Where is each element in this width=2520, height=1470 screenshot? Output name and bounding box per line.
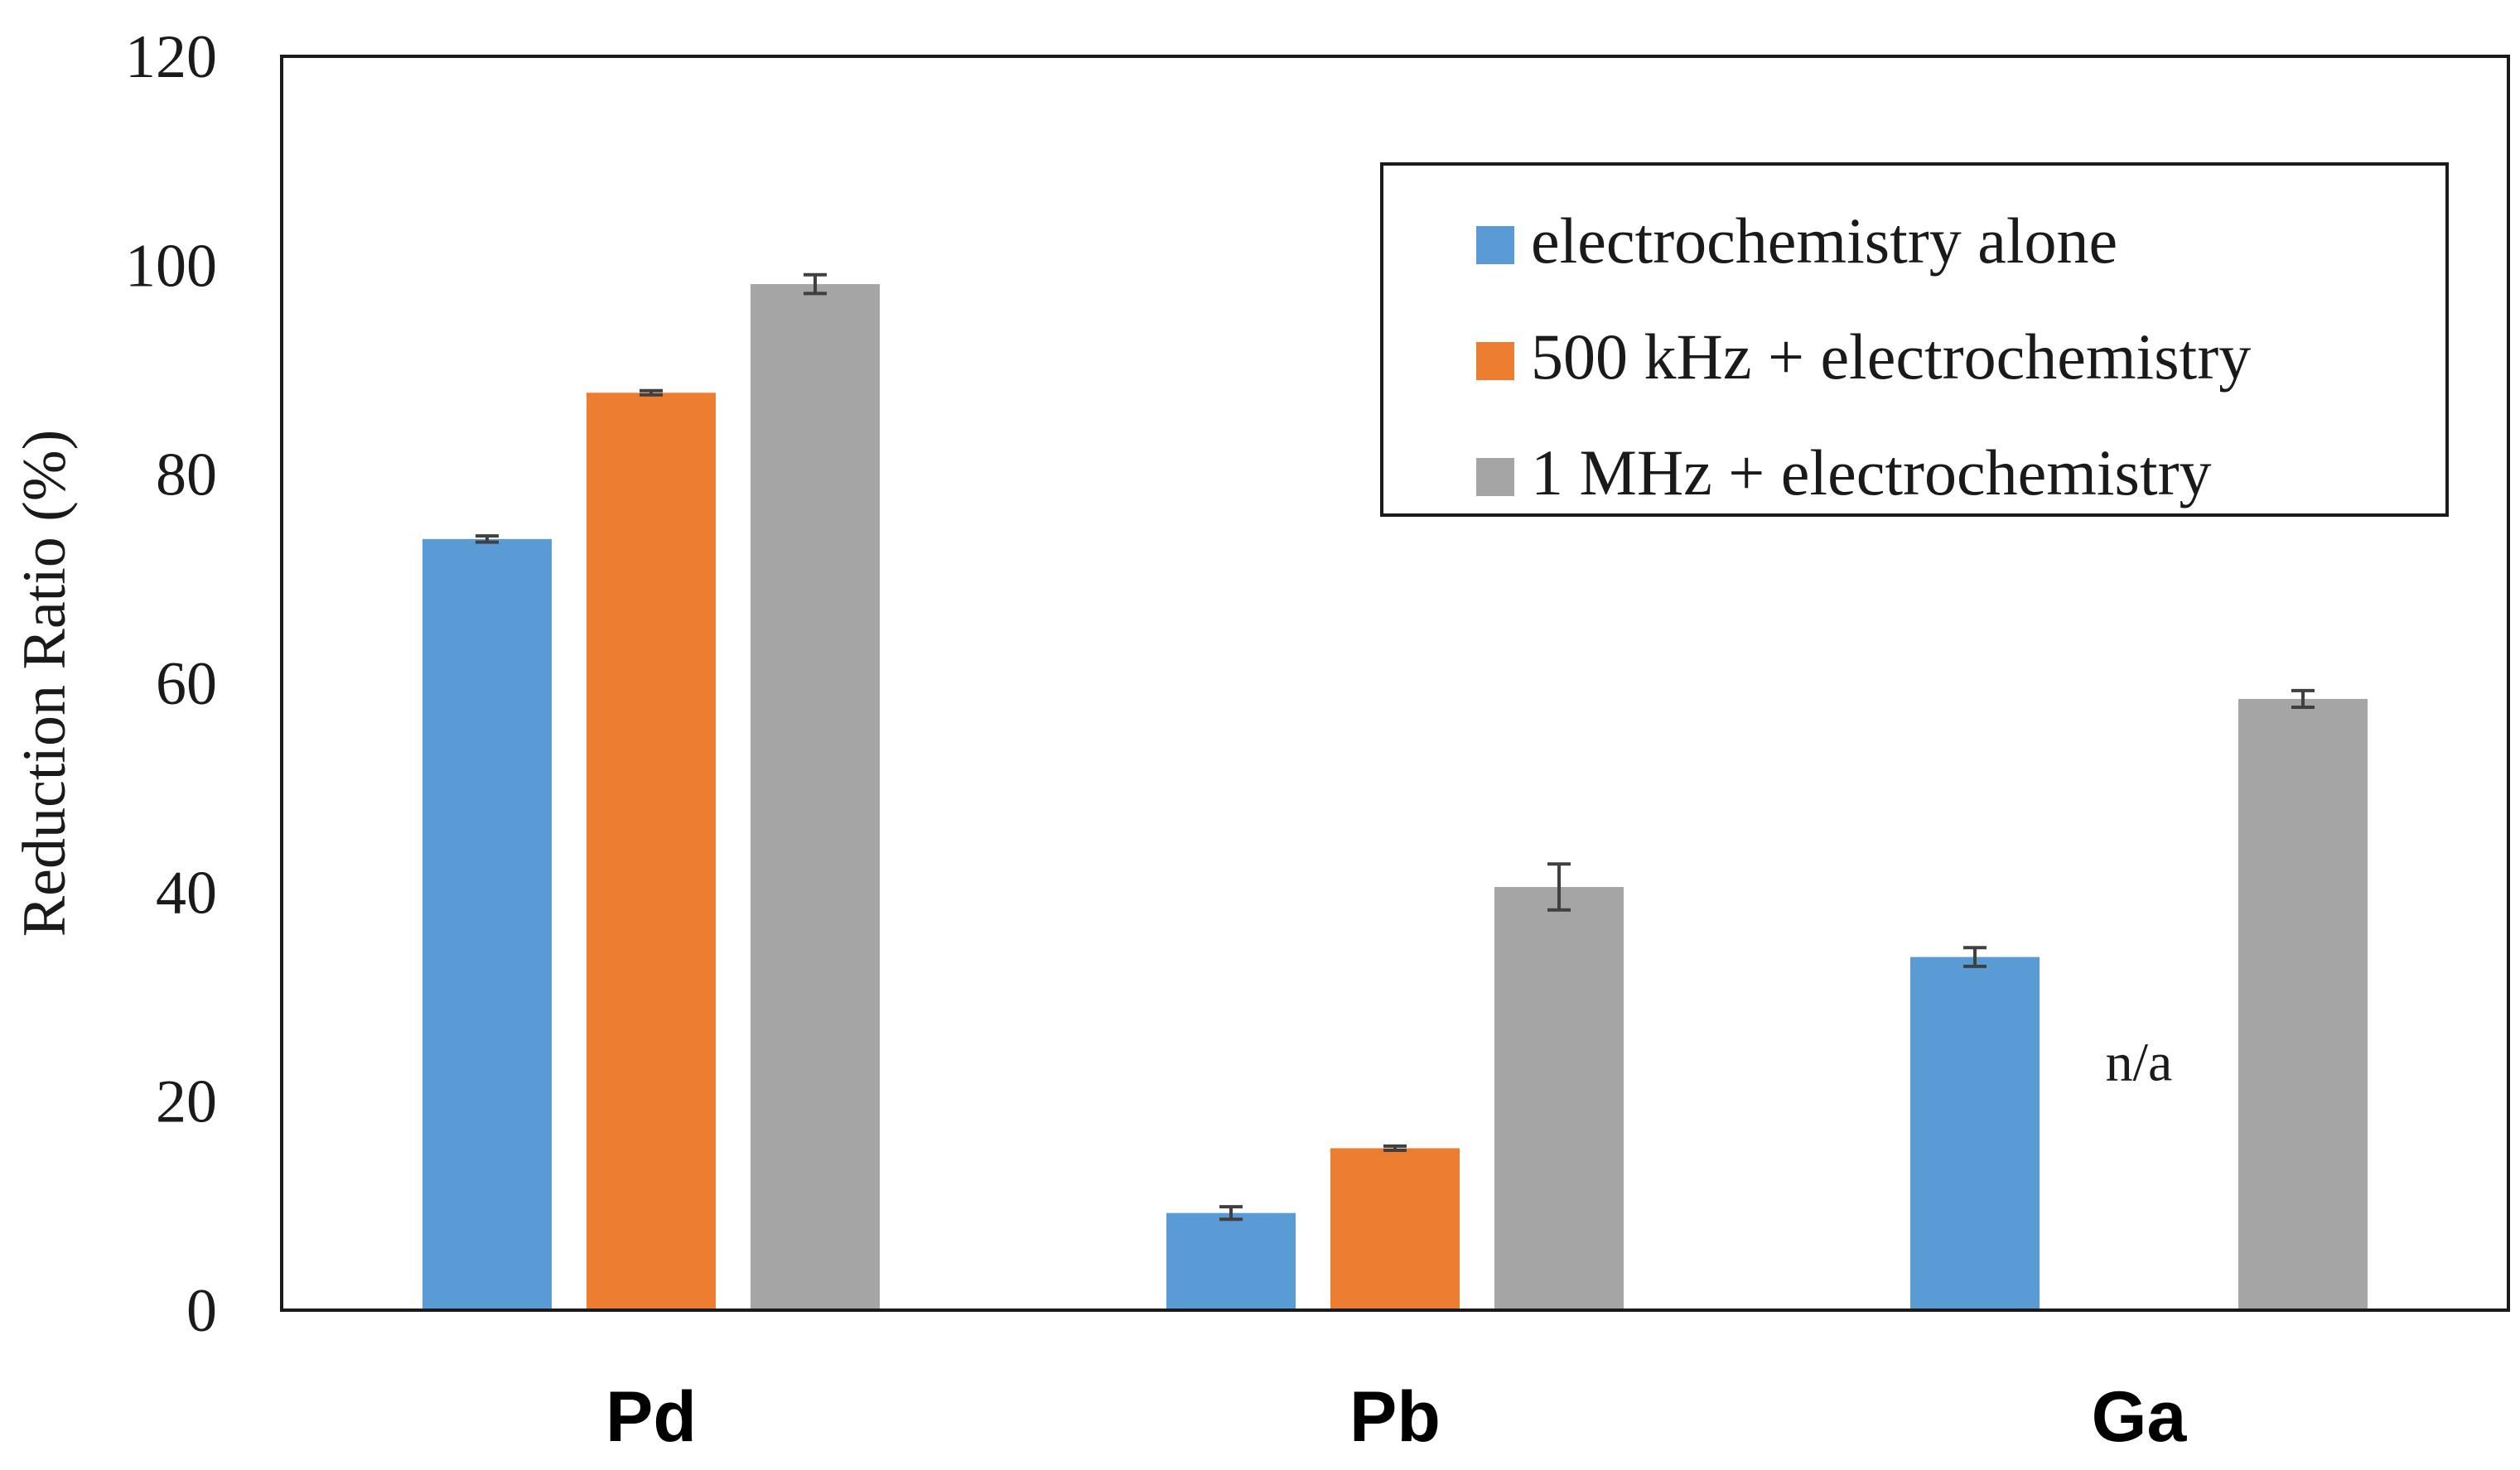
y-tick-label: 120: [125, 23, 217, 91]
y-tick-label: 20: [156, 1068, 217, 1136]
bar-pb-series-3: [1494, 887, 1624, 1310]
error-bar-pb-series-2: [1383, 1144, 1407, 1152]
y-axis-ticks: 0 20 40 60 80 100 120: [125, 23, 217, 1345]
y-tick-label: 60: [156, 650, 217, 718]
bar-ga-series-1: [1910, 957, 2040, 1310]
bar-pd-series-1: [422, 538, 552, 1310]
y-tick-label: 100: [125, 232, 217, 300]
bar-pd-series-3: [751, 284, 880, 1310]
plot-frame: [280, 55, 2510, 1312]
error-bar-pb-series-3: [1547, 862, 1571, 912]
annotations: n/a: [2106, 1032, 2173, 1092]
legend-swatch-1: [1476, 226, 1514, 264]
x-category-label-pb: Pb: [1349, 1377, 1441, 1457]
bar-pb-series-1: [1166, 1212, 1296, 1310]
error-bar-pd-series-2: [640, 388, 663, 397]
bar-ga-series-3: [2238, 698, 2368, 1310]
bar-pb-series-2: [1330, 1148, 1460, 1310]
legend-swatch-3: [1476, 458, 1514, 496]
error-bar-pd-series-3: [804, 272, 827, 296]
error-bar-pb-series-1: [1219, 1205, 1243, 1222]
bars: [422, 272, 2368, 1311]
y-tick-label: 40: [156, 859, 217, 927]
legend-label-2: 500 kHz + electrochemistry: [1531, 321, 2251, 393]
y-tick-label: 0: [186, 1277, 217, 1345]
x-axis-category-labels: Pd Pb Ga: [606, 1377, 2187, 1457]
x-category-label-ga: Ga: [2092, 1377, 2188, 1457]
error-bar-pd-series-1: [476, 534, 499, 544]
legend: electrochemistry alone 500 kHz + electroc…: [1380, 162, 2449, 517]
error-bar-ga-series-1: [1963, 946, 1987, 968]
legend-label-3: 1 MHz + electrochemistry: [1531, 436, 2212, 508]
annotation-na: n/a: [2106, 1032, 2173, 1092]
bar-pd-series-2: [587, 393, 716, 1311]
y-tick-label: 80: [156, 441, 217, 509]
legend-box: [1380, 162, 2449, 517]
x-category-label-pd: Pd: [606, 1377, 697, 1457]
legend-swatch-2: [1476, 342, 1514, 380]
legend-label-1: electrochemistry alone: [1531, 205, 2117, 277]
y-axis-title: Reduction Ratio (%): [11, 430, 79, 937]
error-bar-ga-series-3: [2291, 688, 2315, 710]
